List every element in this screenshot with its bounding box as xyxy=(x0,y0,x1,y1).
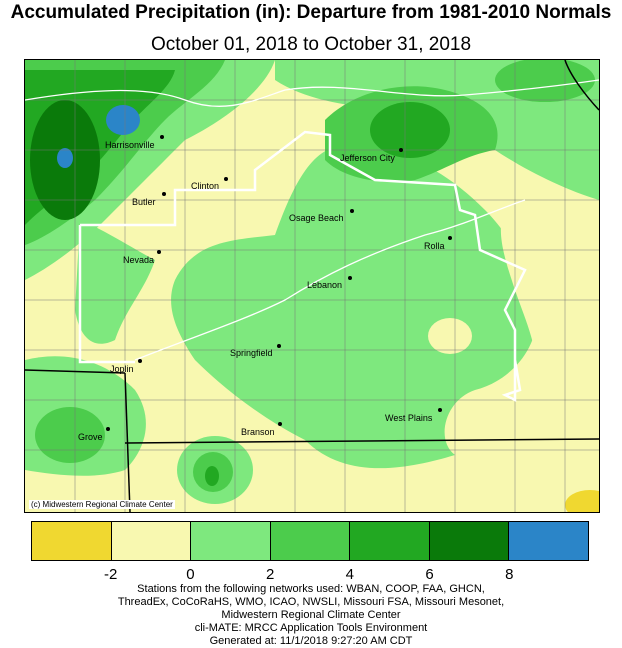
city-label: Joplin xyxy=(110,364,134,374)
map-canvas xyxy=(25,60,599,512)
city-label: Rolla xyxy=(424,241,445,251)
legend-tick-label: 2 xyxy=(265,566,275,583)
jefferson-dark-green xyxy=(370,102,450,158)
south-dark-green xyxy=(205,466,219,486)
highway xyxy=(134,199,526,361)
city-dot xyxy=(160,135,164,139)
city-dot xyxy=(224,177,228,181)
legend-tick-label: 0 xyxy=(186,566,195,583)
legend-swatch xyxy=(270,522,351,560)
west-green-strip xyxy=(75,220,155,344)
city-label: Nevada xyxy=(123,255,155,265)
legend-tick-label: 8 xyxy=(505,566,514,583)
dry-pocket xyxy=(428,318,472,354)
state-borders xyxy=(25,60,599,512)
city-label: Harrisonville xyxy=(105,140,155,150)
footer-line: cli-MATE: MRCC Application Tools Environ… xyxy=(194,622,428,634)
city-dot xyxy=(348,276,352,280)
legend-tick-label: 4 xyxy=(345,566,355,583)
footer-line: Stations from the following networks use… xyxy=(137,583,485,595)
city-dot xyxy=(138,359,142,363)
city-dot xyxy=(162,192,166,196)
legend-swatch xyxy=(32,522,112,560)
date-range: October 01, 2018 to October 31, 2018 xyxy=(150,34,472,55)
city-label: Osage Beach xyxy=(289,213,344,223)
city-label: Grove xyxy=(78,432,103,442)
city-dot xyxy=(277,344,281,348)
footer-line: Midwestern Regional Climate Center xyxy=(221,609,401,621)
wet-spot-west xyxy=(57,148,73,168)
city-label: Branson xyxy=(241,427,275,437)
city-dot xyxy=(399,148,403,152)
wet-spot-harrisonville xyxy=(106,105,140,135)
city-dot xyxy=(278,422,282,426)
city-dot xyxy=(350,209,354,213)
north-dark-green xyxy=(495,60,595,102)
map-title: Accumulated Precipitation (in): Departur… xyxy=(10,2,612,23)
city-dot xyxy=(448,236,452,240)
legend-swatch xyxy=(111,522,192,560)
region-boundary xyxy=(78,130,527,403)
central-green-region xyxy=(171,144,537,469)
map-credit: (c) Midwestern Regional Climate Center xyxy=(29,500,175,509)
footer-line: ThreadEx, CoCoRaHS, WMO, ICAO, NWSLI, Mi… xyxy=(117,596,505,608)
city-label: Jefferson City xyxy=(340,153,395,163)
legend-swatch xyxy=(191,522,271,560)
county-lines xyxy=(25,60,599,512)
legend-swatch xyxy=(429,522,510,560)
city-label: Lebanon xyxy=(307,280,343,290)
city-dot xyxy=(157,250,161,254)
legend-swatch xyxy=(509,522,589,560)
city-dot xyxy=(106,427,110,431)
grove-medium-green xyxy=(35,407,105,463)
city-label: Clinton xyxy=(191,181,220,191)
color-legend xyxy=(31,521,589,561)
city-label: West Plains xyxy=(385,413,433,423)
city-dot xyxy=(438,408,442,412)
precipitation-map: Harrisonville Jefferson City Clinton But… xyxy=(24,59,600,513)
legend-tick-label: -2 xyxy=(104,566,118,583)
legend-tick-label: 6 xyxy=(425,566,434,583)
legend-swatch xyxy=(350,522,430,560)
city-label: Butler xyxy=(132,197,156,207)
footer-line: Generated at: 11/1/2018 9:27:20 AM CDT xyxy=(209,635,413,647)
city-label: Springfield xyxy=(230,348,273,358)
footer-notes: Stations from the following networks use… xyxy=(0,583,622,648)
river xyxy=(25,79,599,107)
southeast-dry-spot xyxy=(565,490,599,512)
